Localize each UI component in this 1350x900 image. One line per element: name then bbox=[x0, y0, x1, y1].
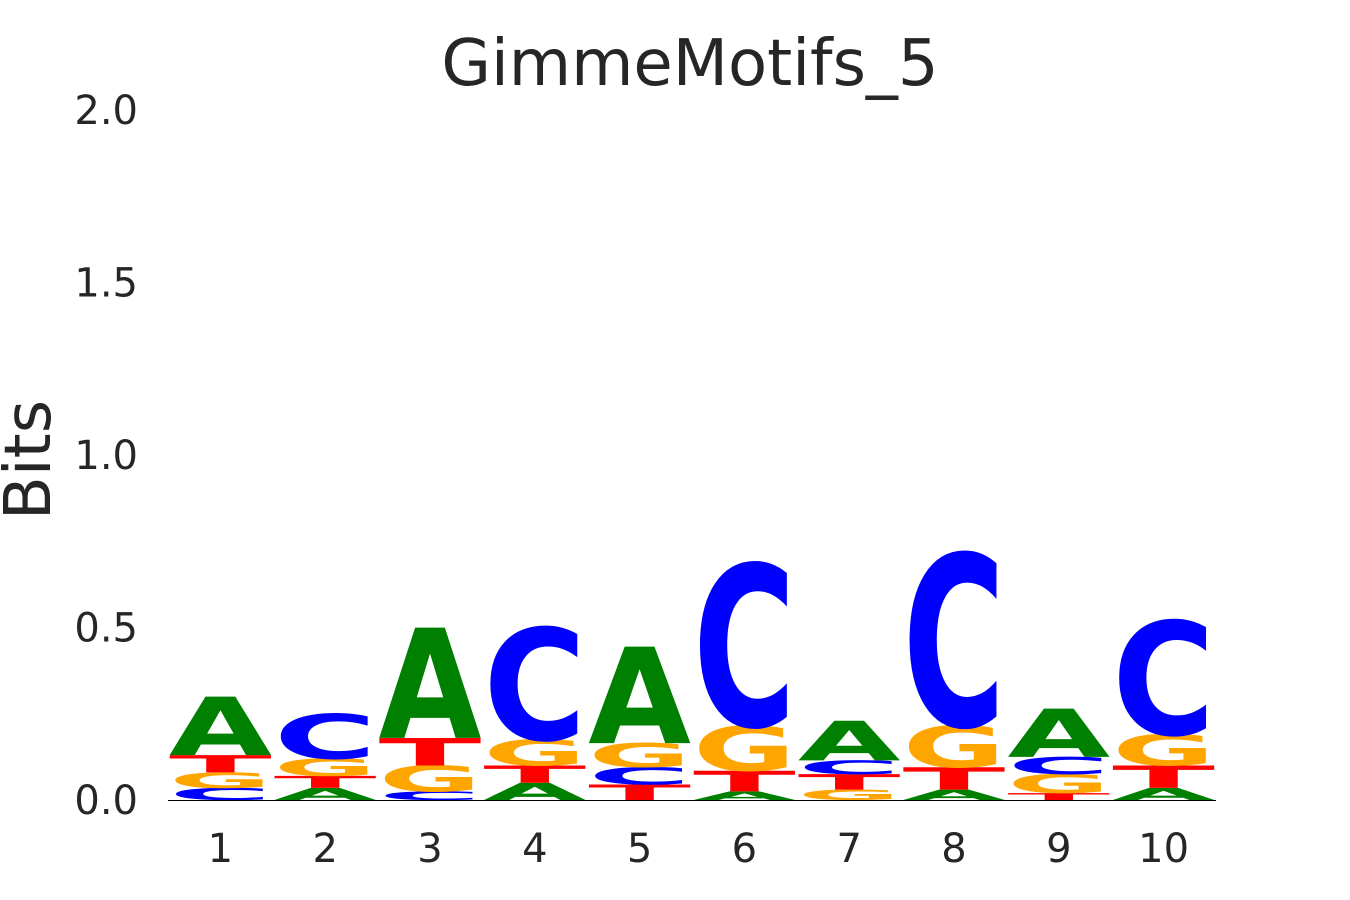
y-tick-label: 1.0 bbox=[74, 433, 138, 479]
logo-letter-T: T bbox=[483, 761, 586, 788]
logo-letter-G: G bbox=[903, 715, 1006, 781]
logo-letter-G: G bbox=[1112, 726, 1215, 776]
x-tick-label: 9 bbox=[1046, 826, 1071, 872]
logo-letter-C: C bbox=[169, 785, 272, 804]
logo-letter-A: A bbox=[903, 787, 1006, 804]
logo-letter-C: C bbox=[903, 507, 1006, 782]
logo-letter-G: G bbox=[798, 787, 901, 804]
logo-letter-G: G bbox=[483, 733, 586, 774]
chart-title: GimmeMotifs_5 bbox=[441, 27, 938, 101]
logo-letter-C: C bbox=[379, 789, 482, 803]
logo-letter-A: A bbox=[379, 598, 482, 774]
logo-letter-A: A bbox=[798, 710, 901, 773]
y-tick-label: 0.5 bbox=[74, 606, 138, 652]
logo-letter-G: G bbox=[379, 759, 482, 800]
logo-letter-T: T bbox=[379, 730, 482, 774]
x-tick-label: 7 bbox=[836, 826, 861, 872]
logo-letter-C: C bbox=[798, 757, 901, 779]
logo-letter-A: A bbox=[1112, 785, 1215, 804]
x-tick-label: 8 bbox=[941, 826, 966, 872]
logo-letter-T: T bbox=[903, 761, 1006, 797]
logo-letter-A: A bbox=[274, 785, 377, 804]
logo-letter-T: T bbox=[588, 780, 691, 805]
logo-letter-G: G bbox=[169, 769, 272, 794]
logo-letter-A: A bbox=[169, 680, 272, 774]
y-tick-label: 2.0 bbox=[74, 88, 138, 134]
logo-letter-C: C bbox=[483, 598, 586, 777]
logo-letter-C: C bbox=[588, 763, 691, 791]
y-tick-label: 0.0 bbox=[74, 778, 138, 824]
logo-letter-C: C bbox=[1112, 589, 1215, 771]
logo-letter-C: C bbox=[274, 702, 377, 774]
logo-letter-A: A bbox=[483, 778, 586, 805]
x-tick-label: 5 bbox=[627, 826, 652, 872]
logo-letter-T: T bbox=[798, 770, 901, 795]
logo-letter-A: A bbox=[588, 621, 691, 775]
logo-letter-C: C bbox=[693, 520, 796, 778]
x-axis-ticks: 1 2 3 4 5 6 7 8 9 10 bbox=[208, 826, 1189, 872]
logo-letter-G: G bbox=[274, 754, 377, 782]
logo-letter-T: T bbox=[1007, 791, 1110, 802]
logo-letter-T: T bbox=[693, 765, 796, 798]
x-tick-label: 6 bbox=[732, 826, 757, 872]
logo-letter-A: A bbox=[1007, 696, 1110, 773]
logo-letter-G: G bbox=[693, 714, 796, 786]
logo-letter-C: C bbox=[1007, 752, 1110, 780]
x-tick-label: 1 bbox=[208, 826, 233, 872]
x-tick-label: 3 bbox=[417, 826, 442, 872]
y-tick-label: 1.5 bbox=[74, 261, 138, 307]
logo-letter-A: A bbox=[693, 789, 796, 803]
y-axis-ticks: 0.0 0.5 1.0 1.5 2.0 bbox=[74, 88, 138, 824]
logo-letter-G: G bbox=[588, 737, 691, 776]
x-tick-label: 10 bbox=[1138, 826, 1189, 872]
logo-letter-G: G bbox=[1007, 769, 1110, 799]
y-axis-label: Bits bbox=[0, 400, 66, 520]
x-tick-label: 4 bbox=[522, 826, 547, 872]
x-tick-label: 2 bbox=[312, 826, 337, 872]
logo-letter-T: T bbox=[169, 751, 272, 778]
logo-letter-T: T bbox=[274, 773, 377, 792]
logo-letter-T: T bbox=[1112, 759, 1215, 795]
